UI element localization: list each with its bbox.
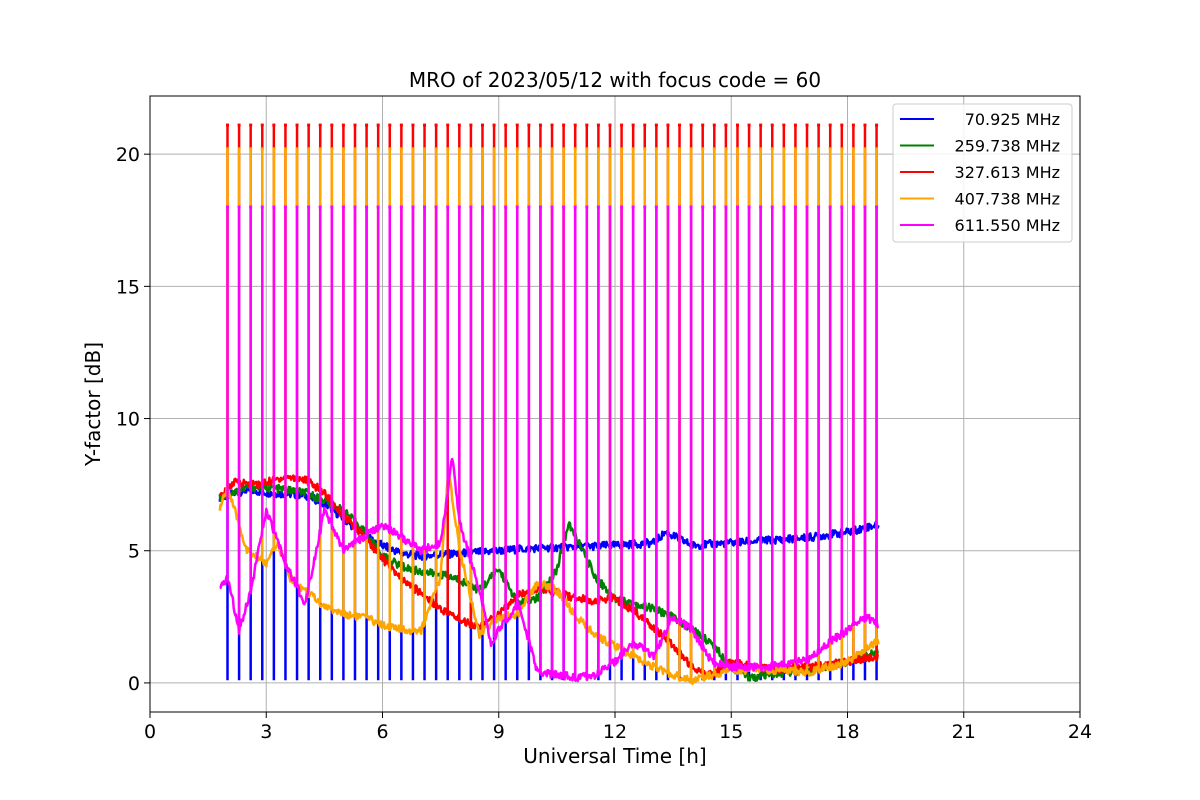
x-axis: 0 3 6 9 12 15 18 21 24 bbox=[144, 712, 1092, 743]
series-line bbox=[219, 457, 880, 683]
y-tick-label: 15 bbox=[116, 276, 140, 298]
legend-label: 70.925 MHz bbox=[965, 110, 1060, 129]
x-tick-label: 15 bbox=[719, 721, 743, 743]
y-tick-label: 5 bbox=[128, 541, 140, 563]
x-tick-label: 9 bbox=[493, 721, 505, 743]
legend-label: 611.550 MHz bbox=[955, 216, 1060, 235]
y-axis-label: Y-factor [dB] bbox=[81, 342, 105, 467]
chart-title: MRO of 2023/05/12 with focus code = 60 bbox=[409, 68, 821, 92]
x-tick-label: 6 bbox=[376, 721, 388, 743]
legend-label: 327.613 MHz bbox=[955, 163, 1060, 182]
x-tick-label: 12 bbox=[603, 721, 627, 743]
legend-label: 259.738 MHz bbox=[955, 137, 1060, 156]
x-tick-label: 18 bbox=[835, 721, 859, 743]
x-tick-label: 21 bbox=[952, 721, 976, 743]
plot-area bbox=[218, 123, 880, 686]
series-611-550-mhz bbox=[219, 205, 880, 683]
y-tick-label: 10 bbox=[116, 409, 140, 431]
legend: 70.925 MHz 259.738 MHz 327.613 MHz 407.738 … bbox=[892, 103, 1073, 243]
legend-label: 407.738 MHz bbox=[955, 190, 1060, 209]
y-tick-label: 20 bbox=[116, 144, 140, 166]
x-tick-label: 24 bbox=[1068, 721, 1092, 743]
x-tick-label: 0 bbox=[144, 721, 156, 743]
x-axis-label: Universal Time [h] bbox=[523, 744, 706, 768]
legend-box bbox=[892, 103, 1073, 243]
y-tick-label: 0 bbox=[128, 673, 140, 695]
x-tick-label: 3 bbox=[260, 721, 272, 743]
y-axis: 0 5 10 15 20 bbox=[116, 144, 150, 695]
